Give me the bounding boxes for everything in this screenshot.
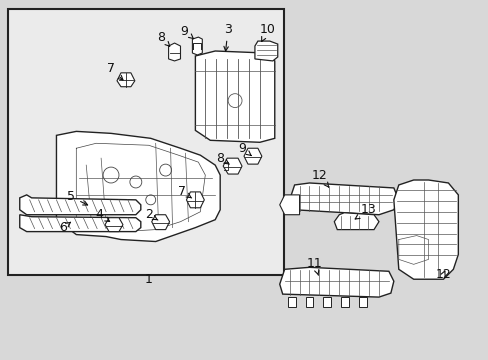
Text: 10: 10 — [259, 23, 275, 41]
Text: 8: 8 — [216, 152, 229, 165]
Polygon shape — [186, 192, 204, 208]
Polygon shape — [279, 195, 299, 215]
Text: 12: 12 — [435, 268, 450, 281]
Text: 13: 13 — [354, 203, 376, 219]
Polygon shape — [305, 297, 313, 307]
Polygon shape — [117, 73, 135, 87]
Polygon shape — [20, 215, 141, 231]
Polygon shape — [254, 41, 277, 61]
Polygon shape — [195, 51, 274, 142]
Text: 2: 2 — [144, 208, 158, 221]
Text: 6: 6 — [60, 221, 70, 234]
Polygon shape — [151, 215, 169, 230]
Text: 1: 1 — [144, 273, 152, 286]
Polygon shape — [168, 43, 180, 61]
Text: 5: 5 — [67, 190, 87, 205]
Polygon shape — [393, 180, 457, 279]
Polygon shape — [358, 297, 366, 307]
Text: 8: 8 — [156, 31, 169, 46]
Text: 11: 11 — [306, 257, 322, 275]
Polygon shape — [287, 297, 295, 307]
Polygon shape — [289, 183, 398, 215]
Text: 9: 9 — [180, 24, 193, 39]
Polygon shape — [341, 297, 348, 307]
Text: 4: 4 — [95, 208, 109, 221]
Polygon shape — [323, 297, 331, 307]
Text: 3: 3 — [224, 23, 232, 51]
Polygon shape — [244, 148, 262, 164]
Bar — [8, 9, 283, 275]
Text: 7: 7 — [178, 185, 191, 198]
Text: 9: 9 — [238, 142, 251, 156]
Polygon shape — [279, 267, 393, 297]
Text: 7: 7 — [107, 62, 122, 80]
Polygon shape — [223, 158, 242, 174]
Polygon shape — [20, 195, 141, 215]
Polygon shape — [334, 213, 378, 230]
Polygon shape — [56, 131, 220, 242]
Polygon shape — [192, 37, 202, 55]
Text: 12: 12 — [311, 168, 328, 187]
Polygon shape — [105, 218, 122, 231]
